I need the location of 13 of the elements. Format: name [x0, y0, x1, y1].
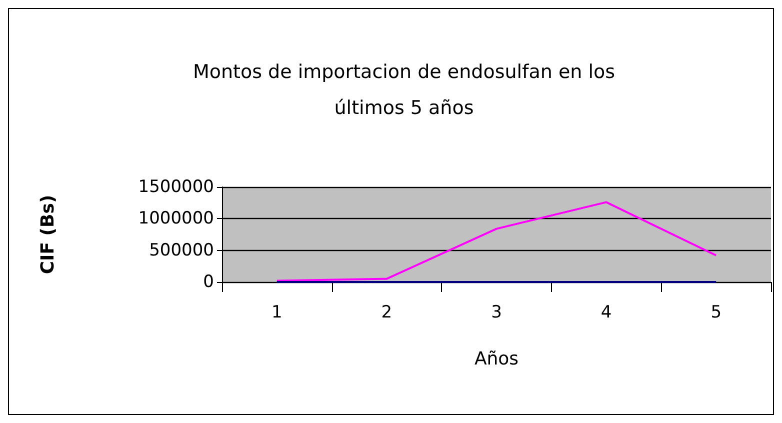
x-tick-label: 1: [271, 302, 282, 322]
x-axis-title: Años: [474, 348, 519, 370]
y-tick-label: 500000: [149, 240, 214, 260]
x-tick-label: 3: [491, 302, 502, 322]
y-tick-label: 0: [203, 272, 214, 292]
line-series: [276, 201, 718, 282]
y-tick-label: 1500000: [138, 177, 214, 197]
x-tick-label: 2: [381, 302, 392, 322]
x-tick-label: 4: [600, 302, 612, 322]
chart-title: Montos de importacion de endosulfan en los últimos 5 años: [192, 61, 616, 119]
x-tick-label: 5: [710, 302, 722, 322]
y-tick-label: 1000000: [138, 208, 214, 229]
y-axis-title: CIF (Bs): [38, 194, 58, 274]
